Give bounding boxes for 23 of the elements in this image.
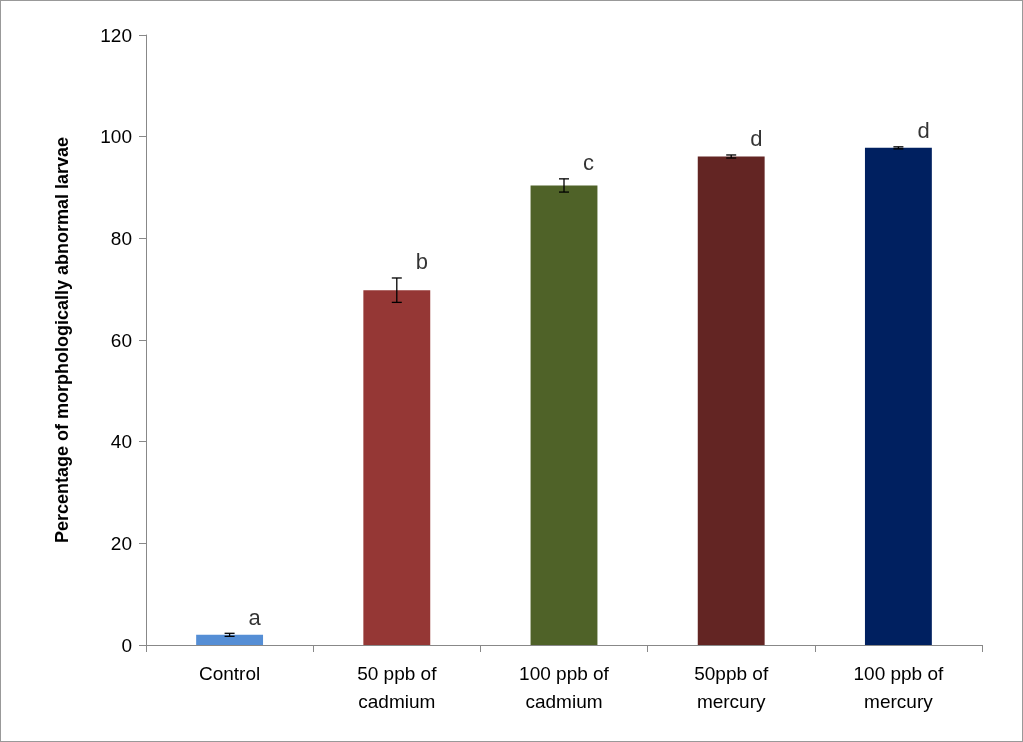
bar — [864, 147, 932, 645]
annotation: a — [248, 604, 262, 630]
y-tick-label: 40 — [110, 431, 132, 453]
annotation: c — [583, 150, 594, 176]
y-axis-title: Percentage of morphologically abnormal larvae — [52, 136, 72, 544]
y-tick-label: 120 — [100, 24, 132, 46]
bar — [363, 290, 431, 645]
annotation: d — [917, 118, 930, 144]
annotation: d — [750, 126, 763, 152]
y-tick-label: 20 — [110, 532, 132, 554]
x-tick-label: 50 ppb of cadmium — [357, 662, 438, 712]
bar — [530, 185, 598, 645]
y-tick-label: 100 — [100, 126, 132, 148]
y-tick-label: 80 — [110, 227, 132, 249]
x-tick-label: 100 ppb of mercury — [853, 662, 945, 712]
x-tick-label: 100 ppb of cadmium — [519, 662, 610, 712]
x-tick-label: Control — [198, 662, 261, 684]
bar — [697, 156, 765, 645]
y-tick-label: 60 — [110, 329, 132, 351]
annotation: b — [415, 249, 429, 275]
bar — [196, 634, 264, 645]
x-tick-label: 50ppb of mercury — [694, 662, 769, 712]
y-tick-label: 0 — [121, 634, 132, 656]
